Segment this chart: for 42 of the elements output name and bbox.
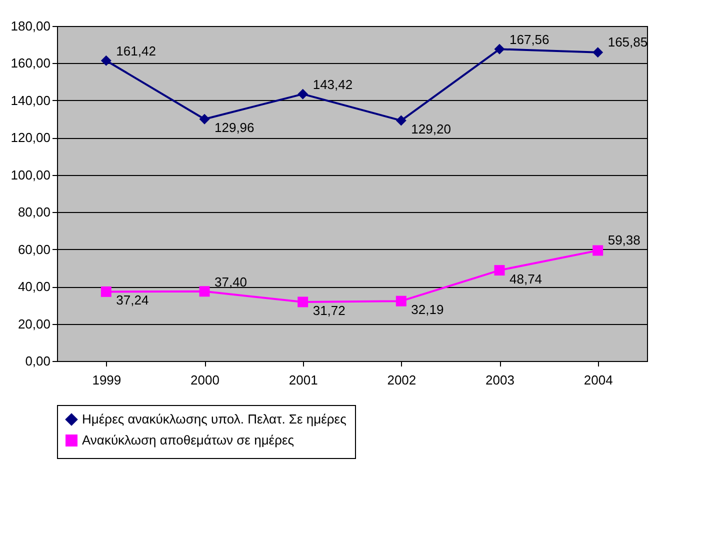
x-tick-label: 2002 [387,372,416,388]
data-label: 167,56 [510,32,550,48]
y-tick-label: 80,00 [18,204,50,220]
x-tick-label: 2003 [486,372,514,388]
data-label: 37,24 [116,292,149,308]
x-tick-label: 2000 [190,372,220,388]
point [298,296,308,308]
point [494,265,505,276]
point [396,296,406,306]
y-tick-label: 60,00 [18,242,50,257]
y-tick-label: 100,00 [10,167,50,182]
point [494,44,505,54]
point [396,115,406,126]
point [592,245,604,256]
x-tick-label: 2004 [584,372,613,388]
point [592,47,604,58]
point [100,286,112,297]
legend-label: Ανακύκλωση αποθεμάτων σε ημέρες [82,432,294,448]
point [199,114,210,124]
data-label: 161,42 [116,44,156,59]
y-tick-label: 40,00 [18,279,50,294]
data-label: 37,40 [214,274,248,290]
data-label: 143,42 [312,77,353,92]
data-label: 32,19 [411,302,444,318]
data-label: 129,20 [411,122,451,137]
legend-label: Ημέρες ανακύκλωσης υπολ. Πελατ. Σε ημέρες [82,412,346,426]
y-tick-label: 0,00 [25,354,50,368]
data-label: 129,96 [214,120,254,136]
y-tick-label: 20,00 [18,316,50,332]
y-tick-label: 140,00 [10,92,50,108]
data-label: 31,72 [312,302,346,318]
point [298,88,308,100]
x-tick-label: 2001 [288,372,318,388]
x-tick-label: 1999 [92,372,122,388]
data-label: 48,74 [510,271,542,286]
y-tick-label: 180,00 [10,18,50,34]
point [100,55,112,66]
data-label: 165,85 [608,34,648,50]
y-tick-label: 120,00 [10,130,50,146]
data-label: 59,38 [608,232,640,248]
y-tick-label: 160,00 [10,56,50,71]
point [199,286,210,297]
